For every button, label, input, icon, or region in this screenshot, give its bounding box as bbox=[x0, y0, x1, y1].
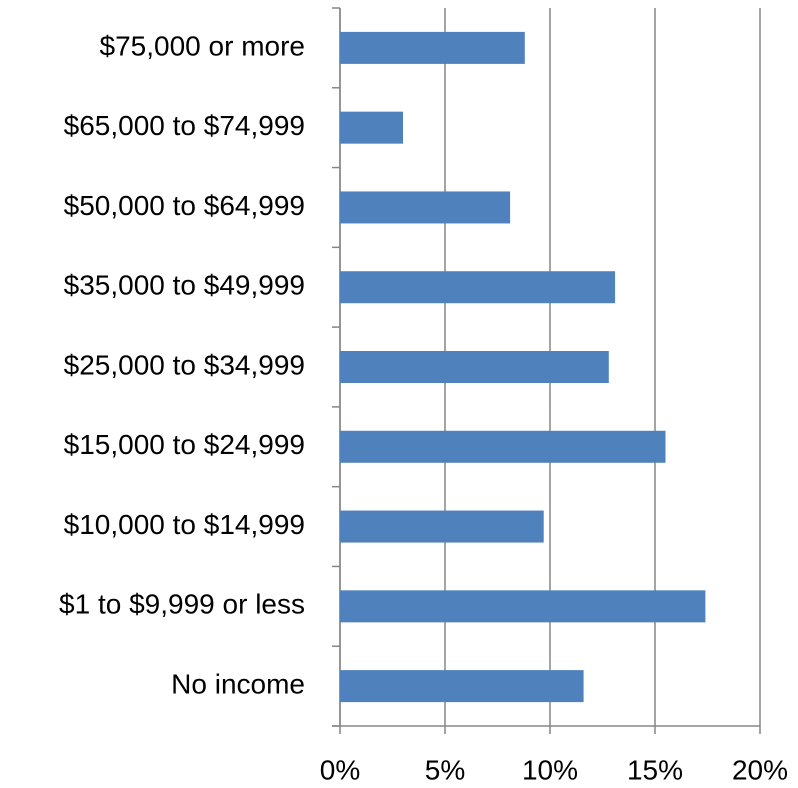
bar bbox=[340, 510, 544, 543]
y-tick-label: $50,000 to $64,999 bbox=[64, 190, 305, 221]
y-tick-label: $35,000 to $49,999 bbox=[64, 270, 305, 301]
y-tick-label: $65,000 to $74,999 bbox=[64, 110, 305, 141]
bar bbox=[340, 590, 706, 623]
bar bbox=[340, 191, 511, 224]
x-tick-label: 5% bbox=[425, 754, 465, 785]
y-tick-label: $15,000 to $24,999 bbox=[64, 429, 305, 460]
x-tick-label: 0% bbox=[320, 754, 360, 785]
y-tick-label: $75,000 or more bbox=[100, 30, 305, 61]
x-tick-label: 20% bbox=[732, 754, 788, 785]
y-tick-label: $10,000 to $14,999 bbox=[64, 509, 305, 540]
y-tick-label: $1 to $9,999 or less bbox=[59, 589, 305, 620]
bar bbox=[340, 670, 584, 703]
bar bbox=[340, 31, 525, 64]
bar bbox=[340, 271, 616, 304]
y-tick-label: No income bbox=[171, 669, 305, 700]
bar bbox=[340, 351, 609, 383]
bar bbox=[340, 111, 403, 144]
x-tick-label: 10% bbox=[522, 754, 578, 785]
bar bbox=[340, 430, 666, 463]
y-tick-label: $25,000 to $34,999 bbox=[64, 349, 305, 380]
x-tick-label: 15% bbox=[627, 754, 683, 785]
